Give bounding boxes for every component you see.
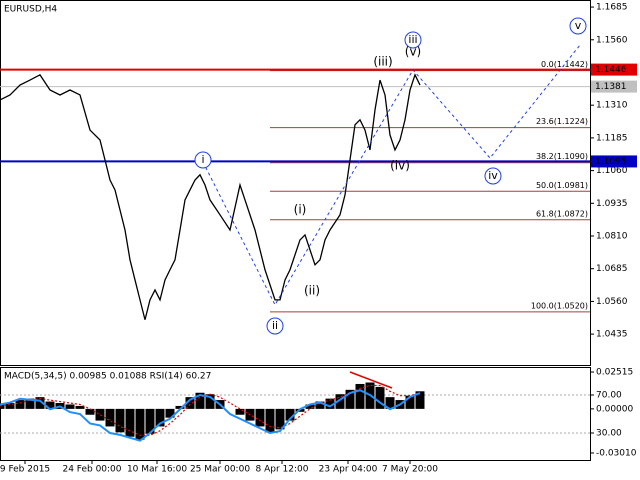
macd-bar [355,383,365,409]
wave-label: iii [408,33,417,46]
macd-bar [415,391,425,409]
macd-bar [85,408,95,415]
macd-bar [135,408,145,440]
macd-bar [165,408,175,418]
macd-bar [195,392,205,409]
price-level-box [591,80,637,93]
fib-label: 50.0(1.0981) [536,181,588,190]
macd-bar [345,389,355,409]
subwave-label: (i) [294,203,307,217]
rsi-line [0,389,421,442]
chart-title: EURUSD,H4 [4,5,57,15]
macd-bar [15,400,25,409]
fib-label: 23.6(1.1224) [536,117,588,126]
y-tick-label: 1.1560 [596,35,628,45]
y-tick-label: 1.1185 [596,133,628,143]
macd-bar [175,405,185,409]
wave-circle [266,317,284,335]
macd-bar [115,408,125,433]
y-tick-label: 1.0560 [596,297,628,307]
macd-bar [255,408,265,427]
x-tick-label: 9 Feb 2015 [0,465,50,475]
price-level-box [591,63,637,76]
price-level-label: 1.1381 [595,82,627,92]
macd-bar [275,408,285,430]
macd-bar [5,403,15,409]
wave-circle [569,17,587,35]
x-tick-label: 8 Apr 12:00 [256,465,309,475]
x-tick-label: 25 Mar 00:00 [190,465,250,475]
macd-bar [45,401,55,409]
macd-bar [375,386,385,409]
y-tick-label: 1.0810 [596,232,628,242]
macd-bar [95,408,105,421]
subwave-label: (v) [405,45,421,59]
y-tick-label: 30.00 [596,429,622,439]
y-tick-label: 0.02515 [596,368,633,378]
macd-bar [65,404,75,409]
price-level-label: 1.1446 [595,65,627,75]
macd-bar [145,408,155,434]
subwave-label: (iv) [390,159,410,173]
wave-label: i [201,153,204,166]
subwave-label: (iii) [373,55,392,69]
macd-bar [205,394,215,409]
macd-bar [25,398,35,409]
x-tick-label: 23 Apr 04:00 [319,465,378,475]
macd-bar [35,397,45,409]
y-tick-label: 1.0435 [596,330,628,340]
subwave-label: (ii) [304,284,320,298]
y-tick-label: 1.0935 [596,199,628,209]
macd-bar [75,405,85,409]
wave-projection [202,44,581,306]
macd-bar [265,408,275,433]
x-tick-label: 24 Feb 00:00 [62,465,121,475]
macd-bar [105,408,115,427]
x-tick-label: 7 May 20:00 [382,465,438,475]
wave-circle [484,167,502,185]
y-tick-label: 70.00 [596,390,622,400]
macd-bar [235,408,245,415]
wave-label: ii [272,319,278,332]
macd-bar [325,398,335,409]
y-tick-label: 1.1060 [596,166,628,176]
x-tick-label: 10 Mar 16:00 [127,465,187,475]
price-level-box [591,155,637,168]
indicator-title: MACD(5,34,5) 0.00985 0.01088 RSI(14) 60.… [4,372,211,382]
macd-bar [305,404,315,409]
macd-bar [335,394,345,409]
macd-bar [155,408,165,427]
macd-bar [385,397,395,409]
y-tick-label: 1.1310 [596,101,628,111]
fib-label: 0.0(1.1442) [541,60,588,69]
divergence-line [349,371,393,389]
y-tick-label: 0.00000 [596,404,633,414]
y-tick-label: 1.0685 [596,264,628,274]
wave-circle [194,151,212,169]
main-frame [0,0,591,366]
macd-bar [405,395,415,409]
price-line [0,73,421,320]
wave-label: v [575,19,582,32]
sub-frame [0,367,591,461]
fib-label: 38.2(1.1090) [536,152,588,161]
macd-bar [285,408,295,421]
y-tick-label: -0.03010 [596,448,637,458]
macd-bar [185,397,195,409]
macd-bar [125,408,135,437]
macd-bar [0,404,5,409]
price-level-label: 1.1095 [595,157,627,167]
fib-label: 61.8(1.0872) [536,209,588,218]
signal-line [0,384,421,436]
fib-label: 100.0(1.0520) [531,301,588,310]
y-tick-label: 1.1685 [596,3,628,13]
macd-bar [315,401,325,409]
wave-circle [404,31,422,49]
wave-label: iv [488,169,498,182]
